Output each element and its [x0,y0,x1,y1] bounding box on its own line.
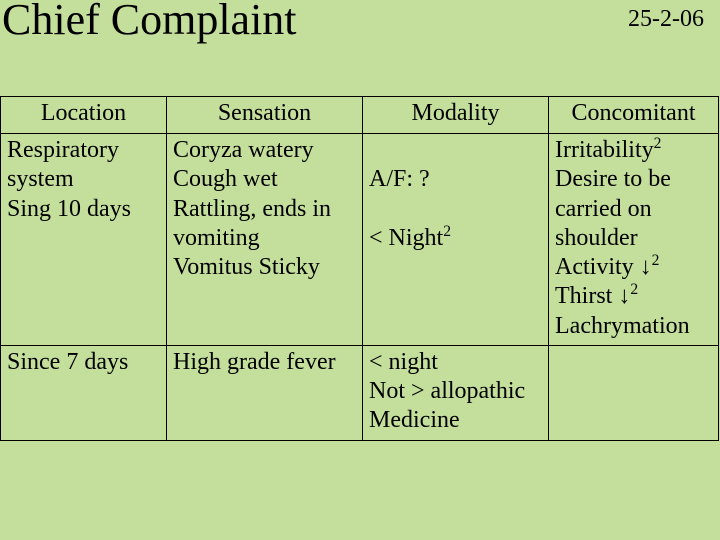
slide-title: Chief Complaint [2,0,297,45]
cell-sensation: High grade fever [167,345,363,440]
slide: Chief Complaint 25-2-06 Location Sensati… [0,0,720,540]
cell-concomitant [549,345,719,440]
complaint-table: Location Sensation Modality Concomitant … [0,96,719,441]
col-header-modality: Modality [363,97,549,134]
cell-location: RespiratorysystemSing 10 days [1,134,167,346]
cell-modality: < nightNot > allopathicMedicine [363,345,549,440]
table-row: Since 7 days High grade fever < nightNot… [1,345,719,440]
cell-location: Since 7 days [1,345,167,440]
table-row: RespiratorysystemSing 10 days Coryza wat… [1,134,719,346]
slide-date: 25-2-06 [628,6,704,33]
cell-concomitant: Irritability2Desire to becarried onshoul… [549,134,719,346]
cell-modality: A/F: ? < Night2 [363,134,549,346]
col-header-concomitant: Concomitant [549,97,719,134]
col-header-sensation: Sensation [167,97,363,134]
col-header-location: Location [1,97,167,134]
table-header-row: Location Sensation Modality Concomitant [1,97,719,134]
cell-sensation: Coryza wateryCough wetRattling, ends inv… [167,134,363,346]
